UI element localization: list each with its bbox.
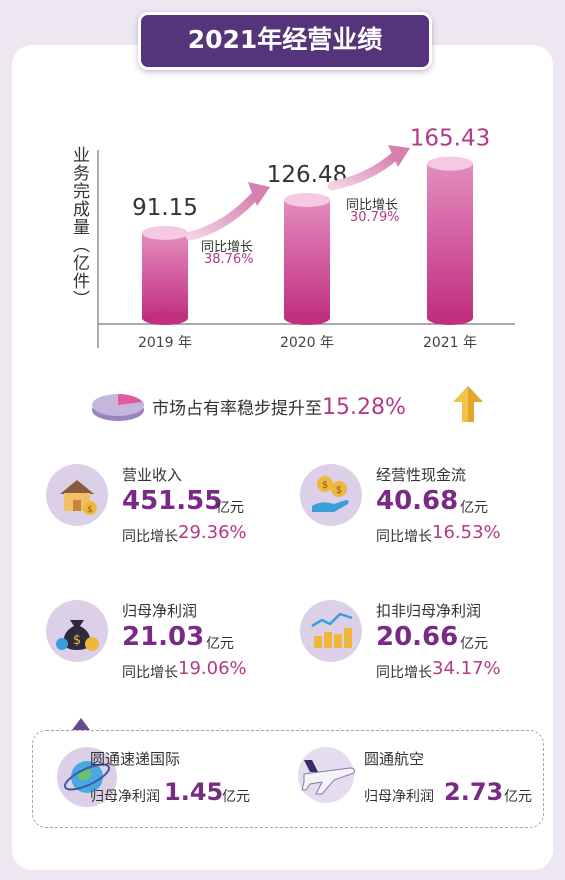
growth-value-1: 38.76% (204, 252, 254, 267)
growth-label-1: 同比增长 (201, 240, 254, 255)
globe-icon (57, 747, 117, 807)
subsidiary-unit: 亿元 (222, 789, 250, 805)
y-axis-label: 业务完成量（亿件） (69, 146, 89, 308)
growth-value-2: 30.79% (350, 210, 400, 225)
growth-arrow-2-head (388, 145, 410, 167)
money-bag-icon: $ (46, 600, 108, 662)
svg-text:$: $ (336, 485, 342, 496)
bar-2 (284, 192, 330, 325)
metric-growth: 34.17% (432, 658, 501, 679)
x-tick-label: 2019 年 (138, 335, 192, 351)
subsidiary-value: 2.73 (444, 778, 504, 806)
metric-value: 451.55 (122, 486, 223, 516)
hand-coins-icon: $ $ (300, 464, 362, 526)
coin-chart-icon (300, 600, 362, 662)
metric-growth-label: 同比增长 (376, 529, 432, 545)
metric-label: 扣非归母净利润 (376, 602, 482, 620)
metric-revenue: $ 营业收入 451.55 亿元 同比增长 29.36% (46, 464, 286, 564)
airplane-icon (298, 747, 355, 803)
growth-arrow-1-head (248, 182, 270, 206)
subsidiary-prefix: 归母净利润 (90, 789, 160, 805)
page-title: 2021年经营业绩 (138, 12, 432, 70)
metric-label: 营业收入 (122, 466, 183, 484)
growth-arrow-1 (185, 191, 260, 241)
x-tick-label: 2021 年 (423, 335, 477, 351)
bar-value-label: 91.15 (132, 195, 198, 221)
subsidiary-unit: 亿元 (504, 789, 532, 805)
subsidiaries-box (32, 730, 544, 828)
svg-text:$: $ (73, 633, 81, 648)
market-share-value: 15.28% (322, 395, 406, 420)
metric-unit: 亿元 (206, 636, 234, 652)
pointer-triangle-icon (72, 718, 90, 730)
metric-value: 21.03 (122, 622, 205, 652)
market-share-row: 市场占有率稳步提升至15.28% (0, 382, 565, 432)
house-coin-icon: $ (46, 464, 108, 526)
metric-growth-label: 同比增长 (122, 665, 178, 681)
x-tick-label: 2020 年 (280, 335, 334, 351)
metric-growth: 19.06% (178, 658, 247, 679)
bar-1 (142, 225, 188, 325)
market-share-text: 市场占有率稳步提升至 (152, 399, 322, 419)
metric-operating-cashflow: $ $ 经营性现金流 40.68 亿元 同比增长 16.53% (300, 464, 540, 564)
metric-net-profit: $ 归母净利润 21.03 亿元 同比增长 19.06% (46, 600, 286, 700)
metric-value: 40.68 (376, 486, 459, 516)
growth-label-2: 同比增长 (346, 198, 399, 213)
metric-growth-label: 同比增长 (376, 665, 432, 681)
svg-text:$: $ (87, 505, 93, 515)
metric-unit: 亿元 (460, 500, 488, 516)
bar-value-label: 165.43 (410, 126, 490, 152)
pie-icon (92, 394, 144, 421)
metric-label: 经营性现金流 (376, 466, 467, 484)
subsidiary-value: 1.45 (164, 778, 224, 806)
subsidiary-name: 圆通航空 (364, 750, 425, 768)
bar-3 (427, 156, 473, 325)
metric-net-profit-excl: 扣非归母净利润 20.66 亿元 同比增长 34.17% (300, 600, 540, 700)
metric-growth: 16.53% (432, 522, 501, 543)
metric-growth: 29.36% (178, 522, 247, 543)
metric-unit: 亿元 (216, 500, 244, 516)
metric-growth-label: 同比增长 (122, 529, 178, 545)
subsidiary-airline: 圆通航空 归母净利润 2.73 亿元 (298, 742, 538, 822)
subsidiary-international: 圆通速递国际 归母净利润 1.45 亿元 (56, 742, 296, 822)
growth-arrow-2 (327, 151, 400, 191)
up-arrow-icon (453, 386, 483, 422)
metric-value: 20.66 (376, 622, 459, 652)
metric-unit: 亿元 (460, 636, 488, 652)
subsidiary-prefix: 归母净利润 (364, 789, 434, 805)
subsidiary-name: 圆通速递国际 (90, 750, 181, 768)
svg-text:$: $ (322, 480, 328, 491)
metric-label: 归母净利润 (122, 602, 198, 620)
